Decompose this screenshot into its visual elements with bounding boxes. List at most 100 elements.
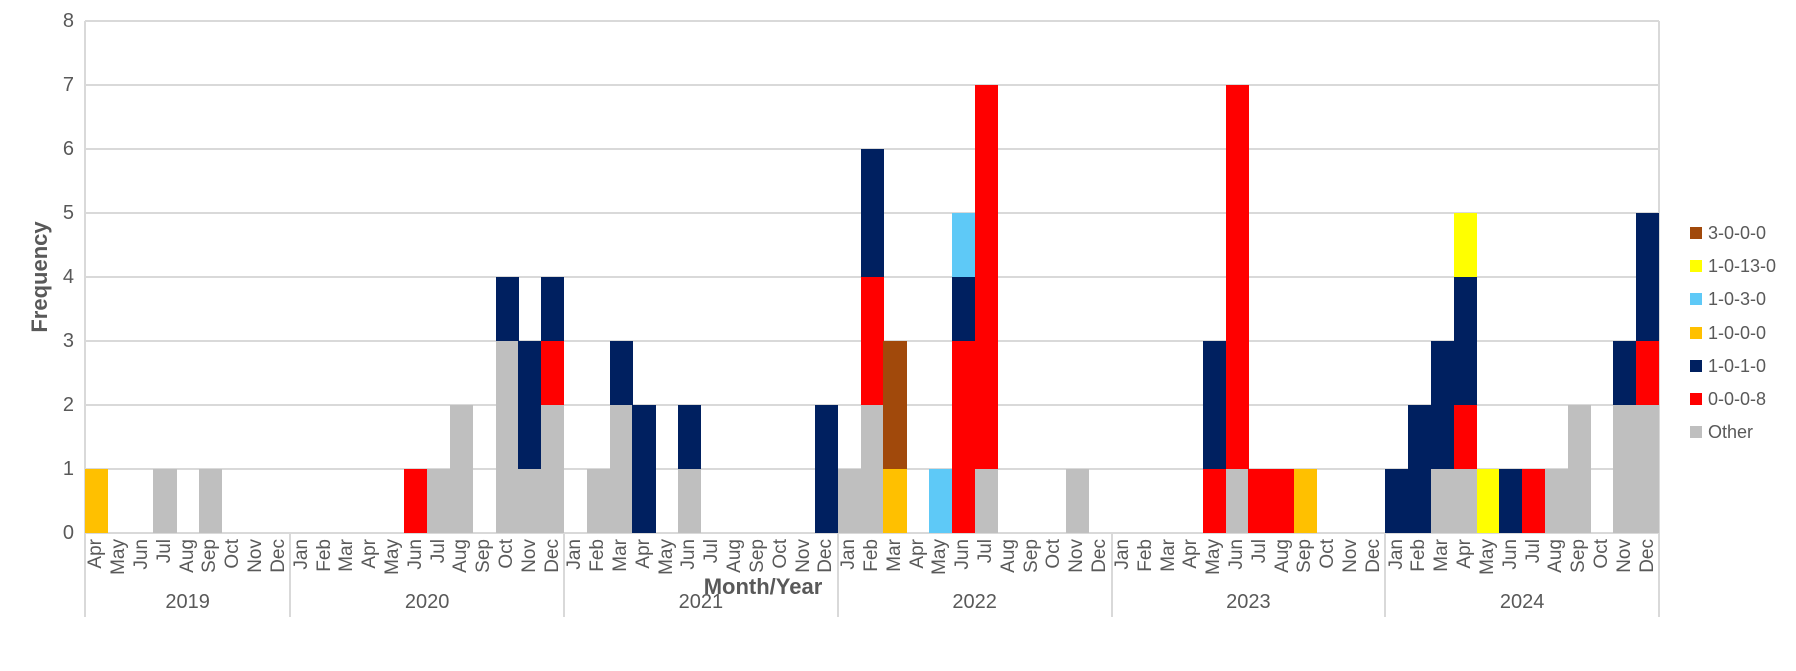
month-label: Jul (975, 537, 998, 587)
legend-swatch-1-0-1-0 (1690, 359, 1702, 372)
month-label: Nov (245, 537, 268, 587)
y-tick-label: 7 (62, 74, 74, 96)
month-label: Jun (1226, 537, 1249, 587)
bar-segment-2021-Jun-Other (678, 469, 702, 533)
month-label: Oct (1317, 537, 1340, 587)
bar-segment-2021-Feb-Other (586, 469, 611, 533)
month-label-text: Sep (1568, 539, 1590, 573)
month-label-text: Aug (1271, 539, 1293, 573)
month-label-text: Oct (496, 539, 517, 569)
month-label-text: Dec (1089, 539, 1111, 573)
bar-segment-2020-Nov-1-0-1-0 (518, 341, 542, 469)
bar-segment-2023-Aug-0-0-0-8 (1271, 469, 1295, 533)
legend-item-1-0-3-0: 1-0-3-0 (1690, 287, 1766, 311)
bar-segment-2024-Dec-Other (1636, 405, 1660, 533)
bar-segment-2022-Feb-1-0-1-0 (860, 149, 884, 277)
month-label-text: Jan (838, 539, 860, 570)
month-label-text: Aug (450, 539, 472, 573)
bar-segment-2021-Dec-1-0-1-0 (814, 405, 839, 533)
bar-segment-2022-Jul-Other (974, 469, 998, 533)
bar-segment-2022-Feb-Other (860, 405, 884, 533)
bar-segment-2022-Jan-Other (837, 469, 861, 533)
bar-segment-2022-Jun-0-0-0-8 (951, 341, 976, 533)
month-label: Apr (359, 537, 382, 587)
month-label: Feb (1408, 537, 1431, 587)
month-label-text: Aug (1545, 539, 1567, 573)
month-label: Oct (222, 537, 245, 587)
month-label-text: Nov (792, 539, 814, 573)
y-axis-line (84, 21, 86, 533)
bar-segment-2024-Apr-Other (1453, 469, 1477, 533)
month-label: Feb (587, 537, 610, 587)
month-label-text: Dec (815, 539, 837, 573)
month-label-text: May (655, 539, 677, 575)
month-label: Dec (1362, 537, 1385, 587)
y-tick-label: 3 (62, 330, 74, 352)
month-label-text: Jan (564, 539, 586, 570)
month-label: Apr (1180, 537, 1203, 587)
month-label: Oct (1043, 537, 1066, 587)
month-label-text: Jan (290, 539, 312, 570)
month-label-text: Jul (1522, 539, 1544, 564)
bar-segment-2023-May-1-0-1-0 (1202, 341, 1226, 469)
month-label-text: Jul (153, 539, 175, 564)
month-label-text: Apr (359, 539, 381, 569)
month-label: Aug (997, 537, 1020, 587)
month-label: Apr (906, 537, 929, 587)
gridline-y0 (85, 532, 1659, 534)
year-label-2024: 2024 (1499, 591, 1545, 613)
month-label: Jul (701, 537, 724, 587)
month-label: Aug (724, 537, 747, 587)
month-label: Oct (496, 537, 519, 587)
month-label-text: Jun (131, 539, 152, 570)
bar-segment-2022-May-1-0-3-0 (929, 469, 953, 533)
bar-segment-2019-Sep-Other (199, 469, 223, 533)
month-label-text: May (929, 539, 951, 575)
bar-segment-2024-Dec-0-0-0-8 (1636, 341, 1660, 405)
month-label-text: Sep (473, 539, 495, 573)
bar-segment-2022-Feb-0-0-0-8 (860, 277, 884, 405)
y-tick-label: 4 (62, 266, 74, 288)
month-label-text: Jul (975, 539, 997, 564)
month-label: Jul (1248, 537, 1271, 587)
year-separator (836, 533, 839, 617)
month-label: Dec (815, 537, 838, 587)
month-label-text: May (108, 539, 130, 575)
year-label-2021: 2021 (678, 591, 724, 613)
month-label: Aug (176, 537, 199, 587)
month-label: Feb (861, 537, 884, 587)
month-label: Jul (1522, 537, 1545, 587)
month-label-text: Apr (906, 539, 928, 569)
bar-segment-2024-Mar-Other (1430, 469, 1455, 533)
month-label: Sep (747, 537, 770, 587)
bar-segment-2022-Jul-0-0-0-8 (974, 85, 998, 469)
month-label: Feb (313, 537, 336, 587)
month-label-text: May (1476, 539, 1498, 575)
month-label: Dec (1636, 537, 1659, 587)
bar-segment-2024-Jul-0-0-0-8 (1522, 469, 1546, 533)
month-label-text: Aug (724, 539, 746, 573)
month-label-text: Mar (883, 539, 905, 572)
bar-segment-2024-Dec-1-0-1-0 (1636, 213, 1660, 341)
month-label: Sep (199, 537, 222, 587)
month-label: May (929, 537, 952, 587)
legend-item-1-0-0-0: 1-0-0-0 (1690, 321, 1766, 345)
bar-segment-2024-Jun-1-0-1-0 (1499, 469, 1523, 533)
bar-segment-2023-Sep-1-0-0-0 (1294, 469, 1318, 533)
month-label-text: Jan (1385, 539, 1407, 570)
legend-label: 1-0-3-0 (1708, 289, 1767, 310)
gridline-y7 (85, 84, 1659, 86)
month-label: Jan (1112, 537, 1135, 587)
y-tick-label: 6 (62, 138, 74, 160)
month-label-text: Nov (518, 539, 540, 573)
bar-segment-2019-Apr-1-0-0-0 (85, 469, 109, 533)
legend-label: 1-0-1-0 (1708, 355, 1767, 376)
month-label: Feb (1134, 537, 1157, 587)
month-label-text: May (381, 539, 403, 575)
bar-segment-2023-Jun-Other (1225, 469, 1249, 533)
month-label-text: Nov (1066, 539, 1088, 573)
month-label: Apr (632, 537, 655, 587)
month-label: Nov (1613, 537, 1636, 587)
bar-segment-2024-Sep-Other (1567, 405, 1591, 533)
bar-segment-2020-Oct-1-0-1-0 (495, 277, 519, 341)
